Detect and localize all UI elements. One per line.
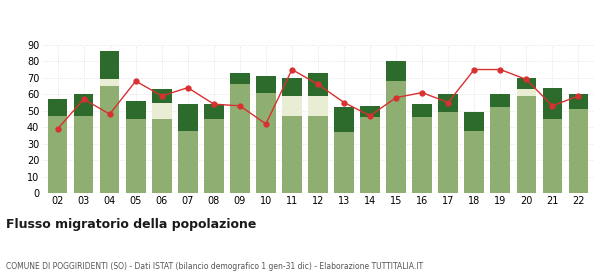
Bar <box>48 116 67 193</box>
Bar <box>308 73 328 96</box>
Bar <box>126 119 146 193</box>
Bar <box>361 117 380 193</box>
Bar <box>152 89 172 102</box>
Bar <box>464 112 484 130</box>
Bar <box>569 94 588 109</box>
Bar <box>74 116 94 193</box>
Bar <box>48 99 67 116</box>
Bar <box>204 119 224 193</box>
Bar <box>152 119 172 193</box>
Bar <box>230 84 250 193</box>
Bar <box>542 88 562 119</box>
Bar <box>126 101 146 119</box>
Text: COMUNE DI POGGIRIDENTI (SO) - Dati ISTAT (bilancio demografico 1 gen-31 dic) - E: COMUNE DI POGGIRIDENTI (SO) - Dati ISTAT… <box>6 262 423 271</box>
Bar <box>439 112 458 193</box>
Bar <box>178 130 197 193</box>
Text: Flusso migratorio della popolazione: Flusso migratorio della popolazione <box>6 218 256 231</box>
Bar <box>491 108 510 193</box>
Bar <box>517 96 536 193</box>
Bar <box>100 80 119 86</box>
Bar <box>334 132 354 193</box>
Bar <box>256 76 275 93</box>
Bar <box>491 94 510 108</box>
Bar <box>308 116 328 193</box>
Bar <box>282 78 302 96</box>
Bar <box>282 116 302 193</box>
Bar <box>178 104 197 130</box>
Bar <box>204 104 224 119</box>
Bar <box>569 109 588 193</box>
Bar <box>334 108 354 132</box>
Bar <box>542 119 562 193</box>
Bar <box>517 89 536 96</box>
Bar <box>412 117 432 193</box>
Bar <box>256 93 275 193</box>
Bar <box>439 94 458 112</box>
Bar <box>100 52 119 80</box>
Bar <box>361 106 380 117</box>
Bar <box>517 78 536 89</box>
Bar <box>386 81 406 193</box>
Bar <box>74 94 94 116</box>
Bar <box>464 130 484 193</box>
Bar <box>308 96 328 116</box>
Bar <box>386 61 406 81</box>
Bar <box>230 73 250 84</box>
Bar <box>412 104 432 117</box>
Bar <box>282 96 302 116</box>
Bar <box>100 86 119 193</box>
Bar <box>152 102 172 119</box>
